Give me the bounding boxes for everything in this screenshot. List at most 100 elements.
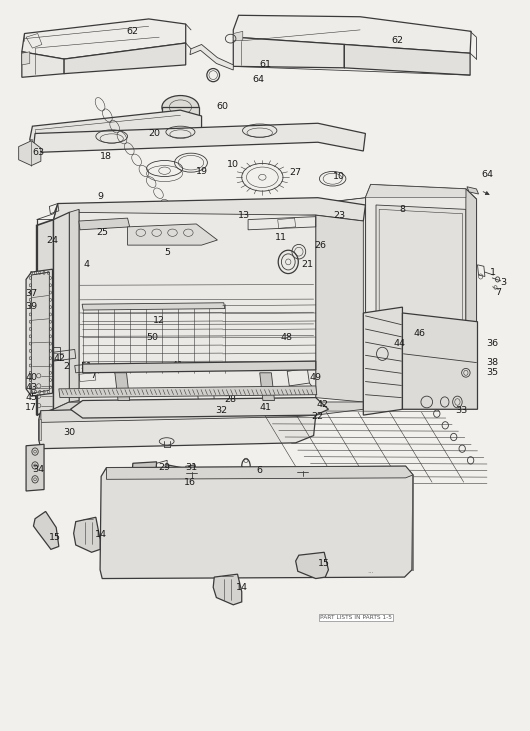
Text: 18: 18 [100,151,112,161]
Polygon shape [22,19,186,59]
Text: 40: 40 [25,373,37,382]
Text: 41: 41 [172,361,184,370]
Polygon shape [30,140,32,148]
Text: 32: 32 [216,406,228,415]
Text: 38: 38 [486,358,498,367]
Text: 36: 36 [486,339,498,348]
Text: 42: 42 [316,401,328,409]
Text: 48: 48 [280,333,292,342]
Text: 15: 15 [49,533,60,542]
Polygon shape [19,141,41,166]
Text: 7: 7 [496,288,502,297]
Polygon shape [233,37,344,68]
Polygon shape [402,313,478,409]
Polygon shape [22,52,64,77]
Text: 2: 2 [63,363,69,371]
Polygon shape [74,518,100,553]
Polygon shape [366,184,476,387]
Ellipse shape [162,96,199,119]
Text: 60: 60 [217,102,229,111]
Polygon shape [100,466,413,578]
Text: 25: 25 [96,228,108,238]
Polygon shape [107,466,413,480]
Polygon shape [79,269,316,401]
Text: 11: 11 [275,232,287,241]
Polygon shape [31,272,49,393]
Polygon shape [412,475,413,569]
Polygon shape [33,124,366,153]
Text: 15: 15 [318,559,330,569]
Text: 37: 37 [25,289,38,298]
Text: 4: 4 [83,260,90,269]
Text: 23: 23 [333,211,345,220]
Text: 12: 12 [153,316,165,325]
Polygon shape [82,303,225,310]
Text: 16: 16 [184,478,196,487]
Text: 10: 10 [227,159,239,169]
Text: 42: 42 [54,354,66,363]
Polygon shape [64,43,186,74]
Polygon shape [83,361,316,373]
Text: 63: 63 [33,148,45,157]
Polygon shape [54,197,366,221]
Polygon shape [233,31,243,41]
Polygon shape [467,186,479,194]
Text: 14: 14 [95,530,107,539]
Text: 3: 3 [500,278,506,287]
Text: 62: 62 [391,37,403,45]
Polygon shape [70,398,329,418]
Polygon shape [366,184,466,197]
Text: 61: 61 [259,61,271,69]
Polygon shape [54,402,364,415]
Text: 6: 6 [257,466,263,475]
Text: 35: 35 [486,368,498,377]
Text: 44: 44 [393,339,405,348]
Text: 5: 5 [165,248,171,257]
Polygon shape [69,212,316,402]
Text: 9: 9 [97,192,103,202]
Bar [53,346,60,360]
Text: 44: 44 [158,389,171,398]
Text: ...: ... [367,568,374,575]
Polygon shape [233,15,471,53]
Text: 49: 49 [310,373,322,382]
Text: 26: 26 [314,240,326,249]
Polygon shape [22,52,30,65]
Text: 21: 21 [301,260,313,269]
Text: 46: 46 [413,329,426,338]
Polygon shape [128,224,217,245]
Polygon shape [213,574,242,605]
Text: 30: 30 [64,428,75,437]
Polygon shape [376,330,466,351]
Text: 19: 19 [196,167,208,176]
Text: 29: 29 [158,463,171,472]
Polygon shape [41,405,316,423]
Text: 17: 17 [25,403,37,412]
Polygon shape [26,269,52,396]
Text: 33: 33 [455,406,468,415]
Text: 64: 64 [253,75,264,84]
Text: 10: 10 [333,172,345,181]
Text: 45: 45 [25,393,37,402]
Text: 64: 64 [481,170,493,179]
Text: 27: 27 [290,168,302,178]
Polygon shape [316,197,366,380]
Text: 62: 62 [127,27,139,36]
Text: 50: 50 [146,333,158,342]
Text: 22: 22 [311,412,323,421]
Polygon shape [54,212,69,409]
Polygon shape [39,420,41,440]
Polygon shape [30,110,201,148]
Text: 8: 8 [400,205,405,214]
Polygon shape [69,209,79,402]
Text: PART LISTS IN PARTS 1-5: PART LISTS IN PARTS 1-5 [320,615,392,620]
Polygon shape [296,553,329,578]
Text: 41: 41 [259,404,271,412]
Text: 43: 43 [25,383,38,392]
Text: 39: 39 [25,302,38,311]
Text: 14: 14 [236,583,248,592]
Text: 51: 51 [81,363,92,371]
Polygon shape [376,205,466,325]
Text: 1: 1 [490,268,497,276]
Polygon shape [26,444,44,491]
